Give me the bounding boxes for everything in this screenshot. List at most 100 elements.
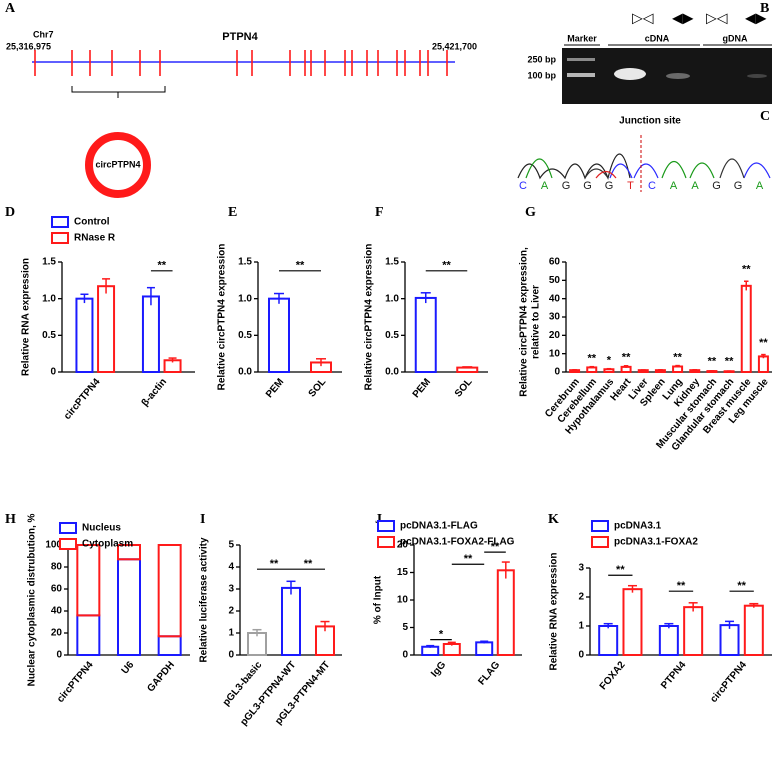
bar xyxy=(757,355,769,373)
bar xyxy=(743,604,764,657)
gel-band xyxy=(567,73,595,77)
legend-swatch xyxy=(59,538,77,550)
x-tick-label: circPTPN4 xyxy=(55,659,96,705)
significance: ** xyxy=(587,353,596,365)
base: C xyxy=(648,180,656,192)
significance: ** xyxy=(270,558,279,570)
y-tick-label: 10 xyxy=(397,595,409,606)
y-tick-label: 1.0 xyxy=(42,293,56,304)
y-axis-label: Relative circPTPN4 expression, xyxy=(519,247,530,397)
size-label: 250 bp xyxy=(527,54,556,64)
y-tick-label: 30 xyxy=(549,312,561,323)
charts: D 0 0.5 1.0 1.5 Relative RNA expression circPT… xyxy=(5,205,772,728)
panel-letter: C xyxy=(760,109,770,124)
y-tick-label: 60 xyxy=(51,584,63,595)
chart: J 0 5 10 15 20 % of Input IgG FLAG pcDNA3.1-FLAG p… xyxy=(373,512,522,687)
trace xyxy=(525,158,715,179)
gel-band xyxy=(614,68,646,80)
panel-letter: H xyxy=(5,512,16,527)
bar xyxy=(141,295,160,374)
significance: ** xyxy=(622,352,631,364)
chart: K 0 1 2 3 Relative RNA expression FOXA2 PTPN4 ci… xyxy=(548,512,772,705)
bar xyxy=(719,624,740,657)
significance: ** xyxy=(304,558,313,570)
primer: ◀▶ xyxy=(745,10,767,26)
significance: ** xyxy=(296,260,305,272)
y-tick-label: 1 xyxy=(578,621,584,632)
trace xyxy=(584,158,745,179)
lane-label: cDNA xyxy=(645,33,670,43)
legend-swatch xyxy=(59,522,77,534)
primer: ▷◁ xyxy=(706,10,728,26)
gene-name: PTPN4 xyxy=(222,31,258,43)
x-tick-label: PEM xyxy=(411,377,433,401)
base: A xyxy=(691,180,699,192)
x-tick-label: circPTPN4 xyxy=(62,376,103,422)
x-tick-label: β-actin xyxy=(140,377,169,409)
panel-letter: I xyxy=(200,512,205,527)
significance: * xyxy=(607,354,612,366)
chart: D 0 0.5 1.0 1.5 Relative RNA expression circPT… xyxy=(5,205,195,422)
bar xyxy=(268,297,290,373)
base: C xyxy=(519,180,527,192)
base: G xyxy=(583,180,592,192)
chart: H 0 20 40 60 80 100 Nuclear cytoplasmic distrub… xyxy=(5,512,190,705)
trace xyxy=(609,162,771,179)
y-tick-label: 10 xyxy=(549,348,561,359)
y-axis-label: Relative RNA expression xyxy=(549,552,560,670)
x-tick-label: SOL xyxy=(453,377,475,400)
significance: ** xyxy=(737,580,746,592)
legend-label: pcDNA3.1-FOXA2 xyxy=(614,537,698,548)
y-tick-label: 20 xyxy=(549,330,561,341)
panel-b: B ▷◁ ◀▶ ▷◁ ◀▶ Marker cDNA gDNA 250 bp 10… xyxy=(527,1,772,104)
y-tick-label: 1.5 xyxy=(385,257,399,268)
primer: ◀▶ xyxy=(672,10,694,26)
bar xyxy=(475,641,494,656)
lane-label: gDNA xyxy=(723,33,748,43)
chart: G 0 10 20 30 40 50 60 Relative circPTPN4 express… xyxy=(519,205,772,453)
y-axis-label: % of Input xyxy=(373,575,384,624)
x-tick-label: GAPDH xyxy=(145,660,177,695)
panel-a: A Chr7 25,316,975 PTPN4 25,421,700 circP… xyxy=(5,1,477,198)
y-tick-label: 40 xyxy=(51,606,63,617)
significance: ** xyxy=(725,355,734,367)
y-tick-label: 100 xyxy=(45,540,62,551)
panel-letter: B xyxy=(760,1,769,16)
bar xyxy=(496,569,515,656)
bar xyxy=(421,645,440,656)
bar xyxy=(622,588,643,656)
legend-swatch xyxy=(591,520,609,532)
y-axis-label: Relative luciferase activity xyxy=(199,537,210,663)
legend-label: pcDNA3.1 xyxy=(614,521,662,532)
size-label: 100 bp xyxy=(527,70,556,80)
bar xyxy=(683,606,704,657)
bar xyxy=(658,625,679,656)
bar xyxy=(414,296,437,373)
x-tick-label: U6 xyxy=(120,659,137,676)
y-tick-label: 0.5 xyxy=(238,330,252,341)
base: T xyxy=(627,180,634,192)
bar xyxy=(97,285,116,374)
panel-letter: G xyxy=(525,205,536,220)
y-tick-label: 0 xyxy=(56,650,62,661)
legend-label: Control xyxy=(74,217,110,228)
panel-letter: F xyxy=(375,205,384,220)
legend-swatch xyxy=(51,232,69,244)
y-tick-label: 1.0 xyxy=(385,293,399,304)
legend-label: pcDNA3.1-FLAG xyxy=(400,521,478,532)
base: G xyxy=(605,180,614,192)
bracket xyxy=(71,86,166,98)
y-tick-label: 2 xyxy=(228,606,234,617)
gel-band xyxy=(747,74,767,78)
y-axis-label: Nuclear cytoplasmic distrubution, % xyxy=(27,513,38,686)
bar xyxy=(76,544,101,617)
y-tick-label: 0 xyxy=(554,367,560,378)
legend-label: pcDNA3.1-FOXA2-FLAG xyxy=(400,537,515,548)
gel-band xyxy=(567,58,595,61)
bar xyxy=(157,635,182,656)
panel-letter: K xyxy=(548,512,559,527)
y-tick-label: 0 xyxy=(228,650,234,661)
y-axis-label: Relative circPTPN4 expression xyxy=(217,244,228,391)
legend-label: Cytoplasm xyxy=(82,539,133,550)
